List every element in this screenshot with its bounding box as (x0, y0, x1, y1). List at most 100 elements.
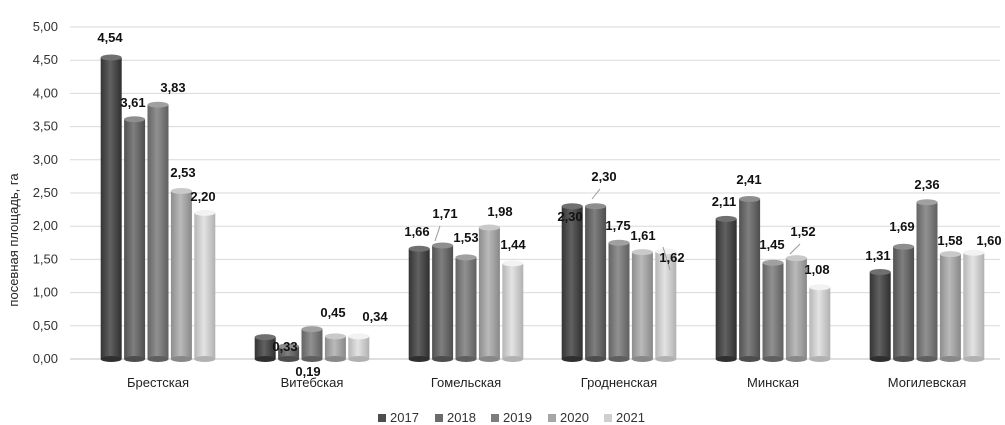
bar (869, 269, 891, 362)
bar-body (408, 248, 430, 359)
bar-top (124, 116, 146, 123)
bar-body (100, 57, 122, 359)
bar-top (585, 203, 607, 210)
bar-body (762, 262, 784, 359)
bar (916, 199, 938, 362)
data-labels: 4,54 0,33 1,66 2,30 2,11 1,31 3,61 0,19 1,71 2,30… (97, 30, 1001, 379)
bar-bottom (869, 356, 891, 362)
data-label: 2,20 (190, 189, 215, 204)
bar-body (585, 206, 607, 359)
bar-body (324, 336, 346, 359)
legend-item: 2017 (378, 410, 419, 425)
bar-bottom (432, 356, 454, 362)
bar-body (809, 287, 831, 359)
bar-top (739, 195, 761, 202)
data-label: 1,66 (404, 224, 429, 239)
bar (785, 255, 807, 362)
data-label: 2,30 (557, 209, 582, 224)
bar-top (631, 249, 653, 256)
bar-bottom (561, 356, 583, 362)
data-label: 1,52 (790, 224, 815, 239)
bar-body (739, 198, 761, 359)
label-leader-line (434, 225, 441, 242)
bar-bottom (655, 356, 677, 362)
bar (432, 242, 454, 362)
bar (408, 245, 430, 362)
bar-body (893, 246, 915, 359)
data-label: 1,69 (889, 219, 914, 234)
bar-top (254, 334, 276, 341)
data-label: 1,61 (630, 228, 655, 243)
y-tick-label: 4,00 (33, 85, 58, 100)
bar-top (939, 251, 961, 258)
x-category-label: Гродненская (581, 375, 657, 390)
y-tick-label: 0,50 (33, 318, 58, 333)
bar-body (631, 252, 653, 359)
x-axis-categories: Брестская Витебская Гомельская Гродненская М… (127, 375, 966, 390)
legend-label: 2017 (390, 410, 419, 425)
label-leader-line (789, 243, 801, 255)
bar-bottom (608, 356, 630, 362)
bar-body (455, 257, 477, 359)
bar-bottom (478, 356, 500, 362)
bar-body (301, 329, 323, 359)
data-label: 1,75 (605, 218, 630, 233)
bar (739, 195, 761, 362)
bar-bottom (963, 356, 985, 362)
bar (715, 215, 737, 362)
bar-top (963, 249, 985, 256)
y-tick-label: 2,50 (33, 185, 58, 200)
bar-body (170, 191, 192, 359)
bar-bottom (785, 356, 807, 362)
legend-swatch (435, 414, 443, 422)
bar-top (408, 245, 430, 252)
bar-body (194, 212, 216, 359)
legend-item: 2020 (548, 410, 589, 425)
legend: 2017 2018 2019 2020 2021 (378, 410, 645, 425)
bar-top (324, 333, 346, 340)
y-tick-label: 3,00 (33, 152, 58, 167)
bar-top (455, 254, 477, 261)
y-tick-label: 1,00 (33, 285, 58, 300)
bar-body (124, 119, 146, 360)
bar-top (893, 243, 915, 250)
x-category-label: Гомельская (431, 375, 501, 390)
bar-bottom (585, 356, 607, 362)
bar-body (963, 252, 985, 359)
legend-swatch (548, 414, 556, 422)
data-label: 1,08 (804, 262, 829, 277)
bar-body (916, 202, 938, 359)
bar-bottom (124, 356, 146, 362)
bar (194, 209, 216, 362)
data-label: 2,11 (712, 194, 737, 209)
bar (502, 260, 524, 362)
bar-bottom (762, 356, 784, 362)
bar-top (715, 215, 737, 222)
bar-top (809, 284, 831, 291)
bar-top (608, 239, 630, 246)
data-label: 1,62 (659, 250, 684, 265)
y-axis-title: посевная площадь, га (6, 173, 21, 307)
bar-bottom (147, 356, 169, 362)
bar-body (561, 206, 583, 359)
bar (348, 333, 370, 362)
bar (631, 249, 653, 362)
legend-item: 2018 (435, 410, 476, 425)
y-tick-label: 5,00 (33, 19, 58, 34)
legend-label: 2019 (503, 410, 532, 425)
label-leader-line (591, 188, 601, 200)
bar (254, 334, 276, 362)
bar-top (301, 326, 323, 333)
bar (561, 203, 583, 362)
bar-body (608, 242, 630, 359)
legend-label: 2018 (447, 410, 476, 425)
data-label: 0,34 (362, 309, 388, 324)
y-tick-label: 4,50 (33, 52, 58, 67)
bar-bottom (916, 356, 938, 362)
bar-body (939, 254, 961, 359)
y-tick-label: 3,50 (33, 119, 58, 134)
data-label: 1,45 (759, 237, 784, 252)
bar (809, 284, 831, 362)
bar-bottom (100, 356, 122, 362)
data-label: 1,71 (432, 206, 457, 221)
